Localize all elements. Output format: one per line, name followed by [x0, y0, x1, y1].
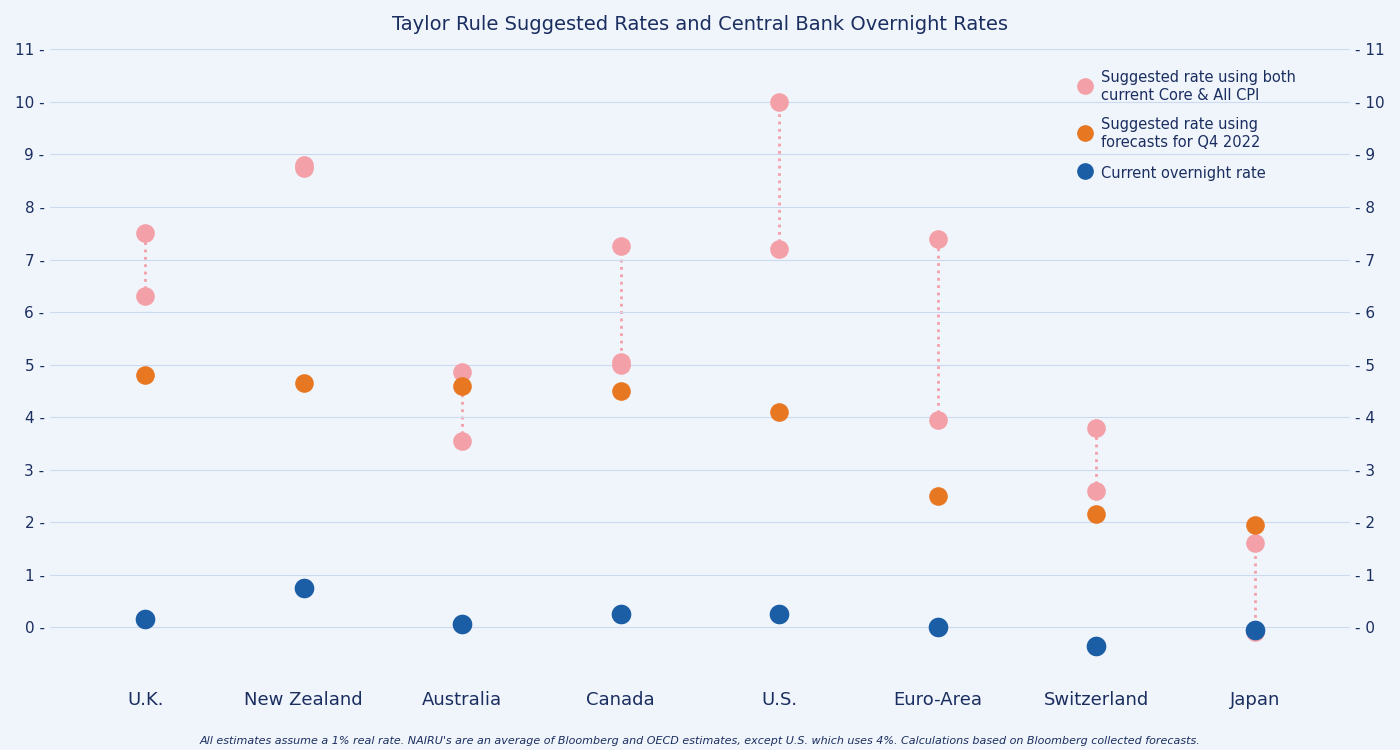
Text: All estimates assume a 1% real rate. NAIRU's are an average of Bloomberg and OEC: All estimates assume a 1% real rate. NAI…	[200, 736, 1200, 746]
Point	[769, 406, 791, 418]
Point	[451, 367, 473, 379]
Point	[769, 243, 791, 255]
Point	[293, 582, 315, 594]
Point	[609, 358, 631, 370]
Point	[769, 96, 791, 108]
Point	[293, 377, 315, 389]
Point	[134, 369, 157, 381]
Point	[451, 380, 473, 392]
Point	[134, 227, 157, 239]
Title: Taylor Rule Suggested Rates and Central Bank Overnight Rates: Taylor Rule Suggested Rates and Central …	[392, 15, 1008, 34]
Point	[1085, 484, 1107, 496]
Point	[609, 356, 631, 368]
Point	[1243, 624, 1266, 636]
Point	[134, 614, 157, 626]
Point	[927, 490, 949, 502]
Point	[1085, 509, 1107, 520]
Point	[609, 385, 631, 397]
Point	[927, 414, 949, 426]
Point	[451, 435, 473, 447]
Point	[609, 241, 631, 253]
Point	[927, 232, 949, 244]
Point	[1085, 640, 1107, 652]
Point	[1085, 422, 1107, 434]
Point	[293, 161, 315, 173]
Point	[451, 619, 473, 631]
Point	[927, 621, 949, 633]
Point	[769, 608, 791, 620]
Point	[1243, 537, 1266, 549]
Point	[1243, 626, 1266, 638]
Point	[1243, 519, 1266, 531]
Legend: Suggested rate using both
current Core & All CPI, Suggested rate using
forecasts: Suggested rate using both current Core &…	[1074, 63, 1303, 190]
Point	[134, 290, 157, 302]
Point	[293, 159, 315, 171]
Point	[609, 608, 631, 620]
